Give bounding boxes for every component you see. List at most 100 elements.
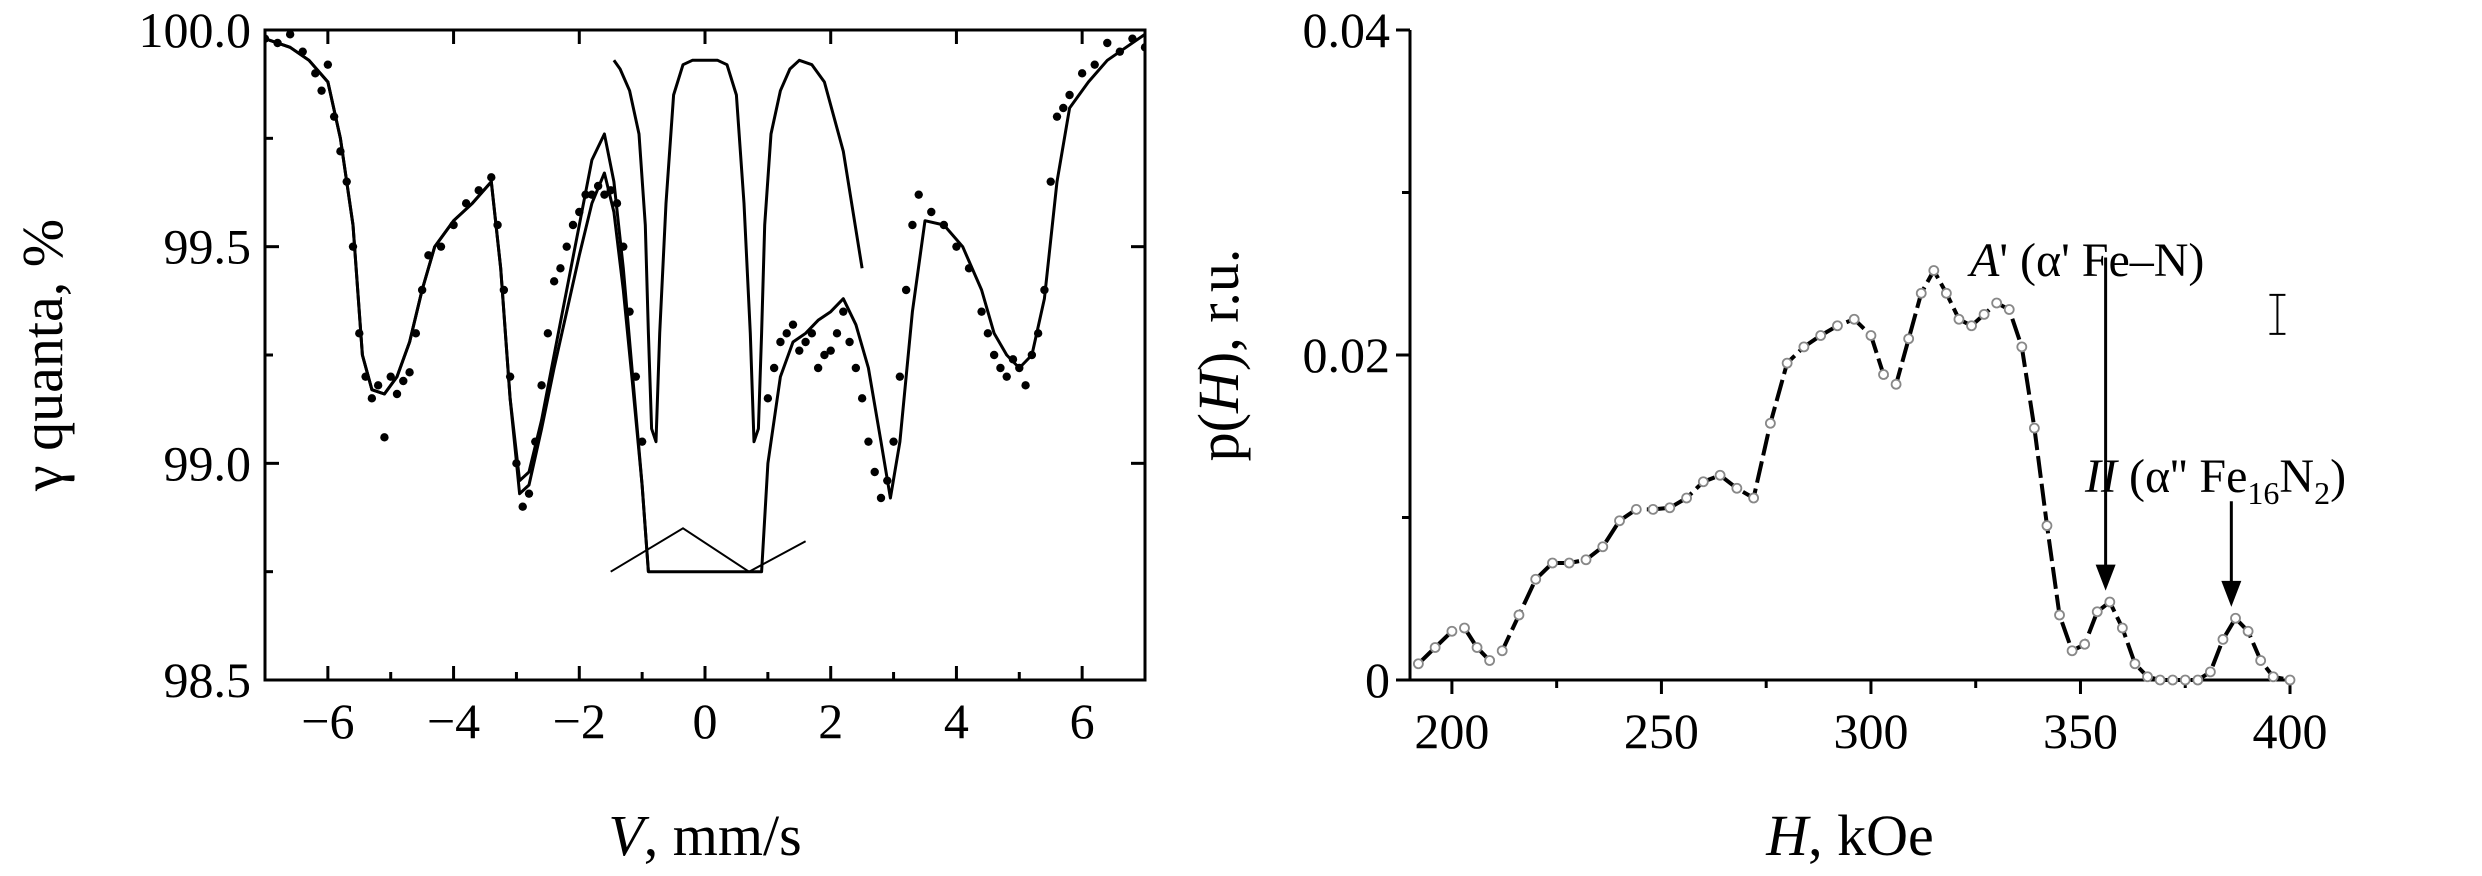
data-point — [952, 242, 961, 251]
distribution-point — [1547, 557, 1558, 569]
right-x-tick-label: 200 — [1414, 703, 1489, 759]
left-x-ticks: −6 −4 −2 0 2 4 6 — [263, 30, 1147, 749]
right-y-tick-label: 0 — [1365, 652, 1390, 708]
data-point — [839, 307, 848, 316]
distribution-point — [2104, 596, 2116, 608]
distribution-point — [1614, 515, 1625, 527]
distribution-point — [1991, 297, 2003, 309]
data-point — [851, 363, 861, 373]
left-x-axis-label: V, mm/s — [608, 803, 801, 868]
distribution-point — [2230, 612, 2241, 624]
distribution-point — [1484, 655, 1496, 666]
left-y-tick-label: 100.0 — [139, 2, 252, 58]
distribution-point — [2204, 666, 2216, 678]
left-x-tick-label: −4 — [427, 693, 480, 749]
data-point — [870, 467, 879, 477]
right-annotations: A' (α' Fe–N) II (α'' Fe16N2) — [1967, 234, 2346, 607]
data-point — [285, 30, 295, 39]
distribution-point — [1953, 313, 1965, 325]
right-x-tick-label: 250 — [1624, 703, 1699, 759]
distribution-point — [1781, 357, 1793, 369]
data-point — [518, 502, 527, 511]
data-point — [556, 264, 565, 273]
data-point — [876, 493, 886, 503]
data-point — [487, 173, 496, 182]
data-point — [317, 86, 326, 95]
distribution-point — [2129, 658, 2141, 670]
left-series — [265, 30, 1145, 574]
right-x-axis-label: H, kOe — [1765, 803, 1934, 868]
annotation-a-arrow-head — [2095, 564, 2116, 591]
data-point — [1090, 60, 1099, 69]
data-point — [795, 346, 804, 355]
data-point — [895, 372, 905, 381]
distribution-point — [1630, 503, 1642, 515]
distribution-point — [2028, 422, 2040, 434]
distribution-point — [1513, 609, 1525, 621]
left-y-tick-label: 98.5 — [164, 652, 252, 708]
data-point — [769, 363, 779, 373]
data-point — [1002, 372, 1011, 381]
data-point — [864, 437, 873, 446]
data-point — [1059, 103, 1068, 113]
data-point — [788, 320, 798, 329]
left-x-tick-label: −2 — [553, 693, 606, 749]
data-point — [1103, 38, 1112, 48]
distribution-point — [1848, 313, 1860, 325]
data-point — [436, 242, 446, 251]
distribution-point — [2255, 655, 2267, 666]
distribution-point — [2016, 341, 2028, 353]
data-point — [782, 329, 791, 338]
distribution-point — [1748, 492, 1760, 504]
data-point — [1021, 381, 1030, 390]
data-point — [857, 394, 867, 403]
distribution-point — [1471, 642, 1483, 653]
distribution-point — [2116, 622, 2128, 634]
left-y-ticks: 98.5 99.0 99.5 100.0 — [139, 2, 1145, 708]
data-point — [763, 394, 773, 403]
distribution-point — [2054, 609, 2065, 621]
data-point — [549, 277, 559, 286]
distribution-point — [1978, 308, 1990, 320]
distribution-point — [2217, 633, 2229, 645]
data-point — [801, 337, 810, 347]
distribution-point — [1915, 287, 1927, 299]
data-point — [832, 329, 842, 338]
left-plot-frame — [263, 28, 1147, 682]
data-point — [1065, 90, 1074, 100]
experimental-points — [265, 30, 1145, 511]
data-point — [820, 350, 829, 360]
fit-curve-component — [265, 37, 650, 572]
fit-curve-quadrupole-doublet — [612, 58, 864, 444]
data-point — [1140, 43, 1145, 52]
distribution-point — [1890, 378, 1902, 390]
data-point — [983, 329, 993, 338]
distribution-point — [1412, 658, 1424, 670]
distribution-point — [2192, 674, 2204, 686]
data-point — [637, 437, 647, 446]
data-point — [927, 207, 936, 217]
data-point — [373, 381, 383, 390]
right-y-tick-label: 0.04 — [1303, 2, 1391, 58]
data-point — [776, 337, 785, 347]
distribution-point — [1940, 287, 1952, 299]
data-point — [392, 389, 402, 399]
right-x-ticks: 200 250 300 350 400 — [1414, 680, 2328, 759]
distribution-point — [1459, 622, 1470, 634]
distribution-point — [1798, 341, 1810, 353]
left-y-tick-label: 99.5 — [164, 219, 252, 275]
data-point — [568, 220, 578, 230]
baseline-marker — [610, 527, 807, 573]
distribution-point — [1647, 503, 1659, 515]
distribution-point — [2142, 671, 2153, 683]
right-y-axis-label: p(H), r.u. — [1186, 249, 1251, 462]
distribution-point — [2091, 606, 2103, 618]
distribution-point — [1496, 645, 1508, 657]
distribution-point — [2242, 625, 2254, 637]
distribution-point — [2284, 674, 2296, 686]
left-x-tick-label: 0 — [693, 693, 718, 749]
distribution-points — [1412, 265, 2296, 686]
right-series — [1412, 265, 2296, 686]
data-point — [901, 285, 911, 295]
distribution-point — [1580, 554, 1592, 566]
